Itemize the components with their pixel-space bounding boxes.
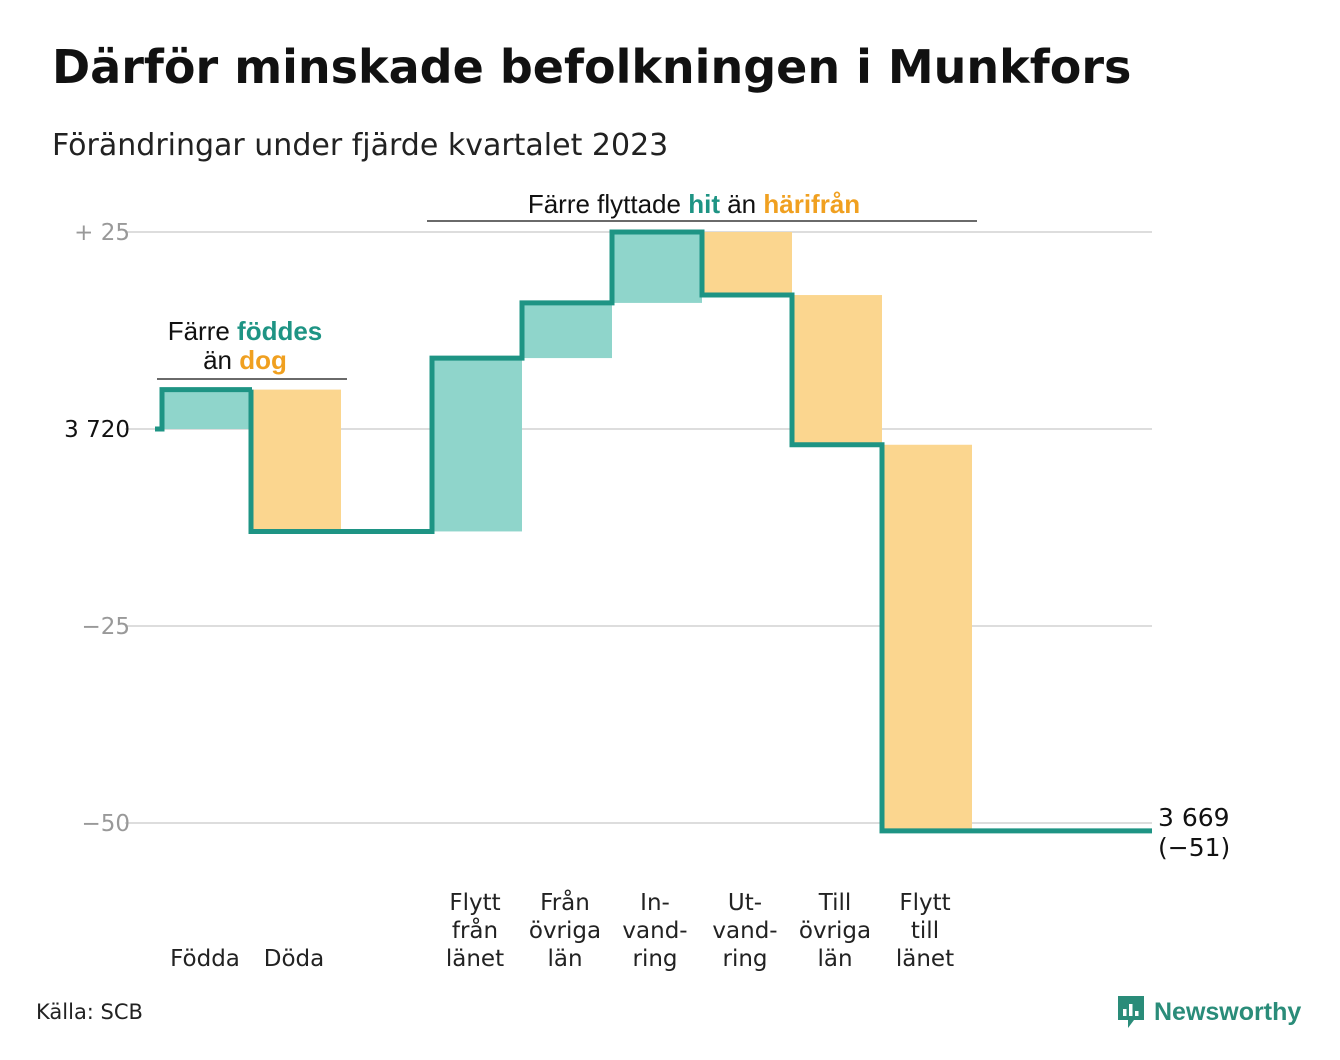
x-category-label: länet (446, 946, 504, 972)
source-note: Källa: SCB (36, 1000, 143, 1024)
brand-logo: Newsworthy (1116, 994, 1301, 1030)
y-tick-label: −50 (81, 811, 130, 837)
annotation-segment: än (203, 345, 239, 375)
x-category-label: In- (640, 890, 670, 916)
x-category-label: Födda (170, 946, 240, 972)
annotation-segment: hit (688, 189, 720, 219)
x-category-label: Från (540, 888, 590, 916)
waterfall-bar (792, 295, 882, 445)
x-category-label: Döda (264, 946, 324, 972)
x-category-label: från (452, 916, 498, 944)
x-category-label: Till (818, 890, 852, 916)
x-category-label: Flytt (449, 890, 500, 916)
waterfall-bar (882, 444, 972, 831)
y-tick-label: 3 720 (64, 417, 130, 443)
x-category-label: vand- (622, 918, 687, 944)
running-total-line (155, 229, 1152, 834)
x-category-label: vand- (712, 918, 777, 944)
waterfall-bar (162, 389, 252, 429)
annotation-segment: Färre flyttade (528, 189, 688, 219)
annotation-segment: föddes (237, 316, 322, 346)
x-category-label: till (911, 918, 939, 944)
x-category-label: övriga (529, 918, 601, 944)
annotation-text: än dog (203, 345, 287, 375)
waterfall-bar (432, 358, 522, 532)
annotation-text: Färre föddes (168, 316, 323, 346)
annotation-text: Färre flyttade hit än härifrån (528, 189, 860, 219)
x-category-label: Ut- (728, 890, 762, 916)
x-category-label: länet (896, 946, 954, 972)
waterfall-bar (251, 389, 341, 532)
x-category-label: Flytt (899, 890, 950, 916)
end-value-label: 3 669 (1158, 803, 1230, 832)
chart-subtitle: Förändringar under fjärde kvartalet 2023 (52, 128, 669, 163)
annotation-segment: än (720, 189, 763, 219)
end-value-label: (−51) (1158, 833, 1230, 862)
running-total-line (155, 229, 1152, 834)
x-category-label: ring (722, 946, 767, 972)
bars (162, 232, 972, 831)
waterfall-bar (522, 302, 612, 359)
x-category-label: ring (632, 946, 677, 972)
x-category-label: län (817, 946, 852, 972)
y-tick-label: + 25 (74, 220, 130, 246)
annotation-segment: härifrån (763, 189, 860, 219)
chart-title: Därför minskade befolkningen i Munkfors (52, 40, 1132, 94)
x-category-label: övriga (799, 918, 871, 944)
brand-name: Newsworthy (1154, 997, 1302, 1026)
y-tick-label: −25 (81, 614, 130, 640)
waterfall-bar (702, 232, 792, 296)
annotation-segment: dog (239, 345, 287, 375)
annotation-segment: Färre (168, 316, 237, 346)
waterfall-bar (612, 232, 702, 303)
newsworthy-logo-icon (1118, 996, 1144, 1028)
x-category-label: län (547, 946, 582, 972)
